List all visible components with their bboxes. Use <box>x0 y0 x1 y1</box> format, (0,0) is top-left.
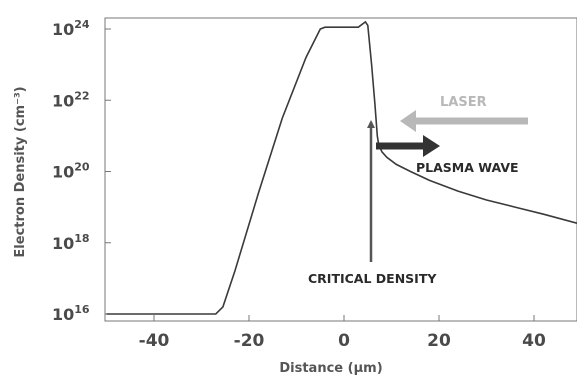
annotation-plasma-wave: PLASMA WAVE <box>416 160 519 175</box>
x-tick-label: 0 <box>338 331 350 351</box>
series-line-density <box>106 20 577 315</box>
x-tick-label: -20 <box>234 331 265 351</box>
y-tick-label: 1018 <box>52 232 90 253</box>
y-tick-label: 1022 <box>52 89 90 110</box>
y-tick-label: 1020 <box>52 161 90 182</box>
x-tick-label: 40 <box>522 331 546 351</box>
y-axis-title: Electron Density (cm⁻³) <box>13 86 28 257</box>
x-tick-label: -40 <box>139 331 170 351</box>
plot-frame <box>104 17 577 322</box>
y-tick-label: 1016 <box>52 303 90 324</box>
laser-arrow-head <box>400 110 416 132</box>
plasma-wave-arrow-head <box>423 135 440 157</box>
y-axis: 1016 1018 1020 1022 1024 <box>52 18 111 324</box>
y-tick-label: 1024 <box>52 18 90 39</box>
x-tick-label: 20 <box>427 331 451 351</box>
x-axis: -40 -20 0 20 40 <box>139 315 546 351</box>
annotation-critical-density: CRITICAL DENSITY <box>308 271 437 286</box>
annotation-laser: LASER <box>440 95 487 110</box>
x-axis-title: Distance (μm) <box>279 361 382 376</box>
